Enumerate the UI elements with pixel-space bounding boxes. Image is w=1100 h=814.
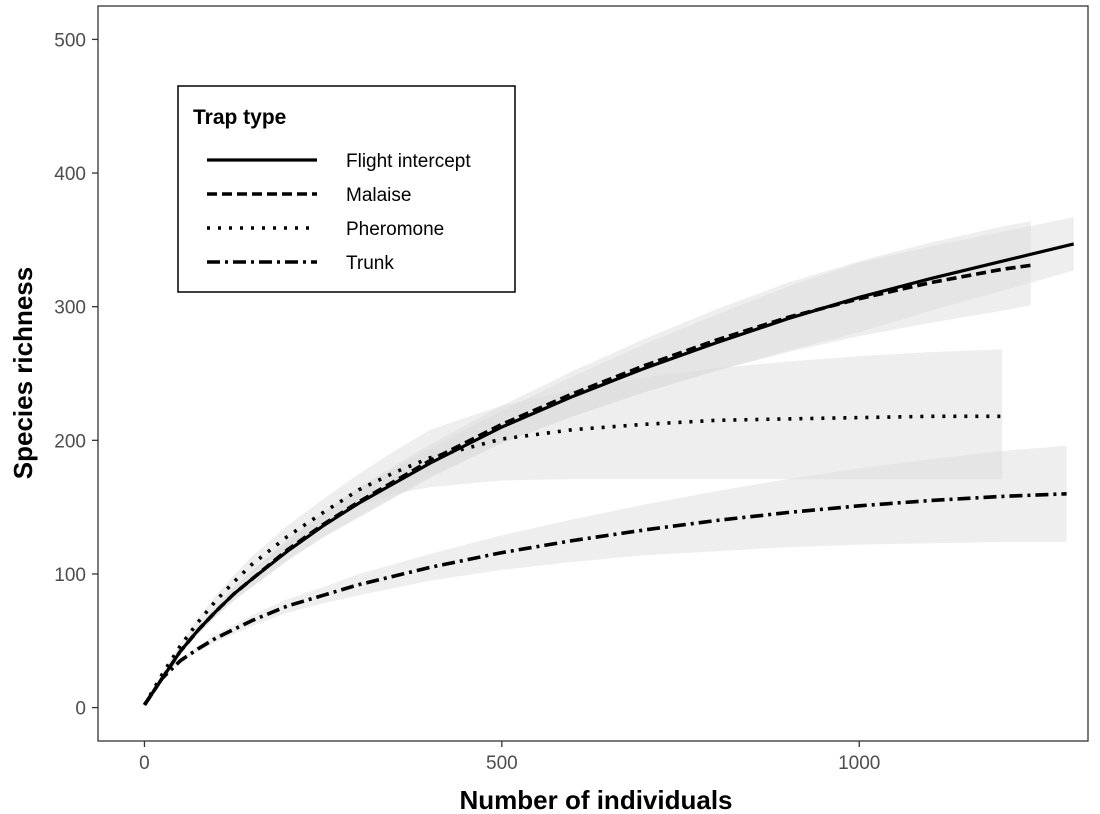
legend-label-flight-intercept: Flight intercept — [346, 151, 471, 172]
y-axis-title: Species richness — [8, 267, 38, 479]
ribbon-malaise — [144, 221, 1031, 705]
y-axis: 0 100 200 300 400 500 — [54, 30, 98, 720]
legend-items: Flight intercept Malaise Pheromone Trunk — [207, 151, 471, 274]
plot-panel-border — [97, 5, 1089, 742]
y-tick-label-300: 300 — [54, 298, 86, 319]
legend-box — [177, 85, 516, 293]
legend-label-malaise: Malaise — [346, 185, 411, 206]
y-tick-label-100: 100 — [54, 565, 86, 586]
x-tick-label-0: 0 — [139, 753, 150, 774]
legend: Trap type Flight intercept Malaise Pheromo… — [177, 85, 516, 293]
x-tick-label-1000: 1000 — [838, 753, 880, 774]
series-lines — [142, 242, 1075, 706]
legend-label-pheromone: Pheromone — [346, 219, 444, 240]
ribbon-pheromone — [144, 349, 1003, 705]
line-trunk — [143, 492, 1067, 706]
line-malaise — [143, 263, 1032, 706]
y-tick-label-400: 400 — [54, 164, 86, 185]
y-tick-label-500: 500 — [54, 30, 86, 51]
y-tick-label-0: 0 — [75, 699, 86, 720]
legend-label-trunk: Trunk — [346, 253, 394, 274]
legend-title: Trap type — [193, 106, 286, 129]
x-axis: 0 500 1000 — [139, 741, 880, 774]
x-tick-label-500: 500 — [486, 753, 518, 774]
y-tick-label-200: 200 — [54, 431, 86, 452]
ribbon-trunk — [144, 445, 1067, 705]
x-axis-title: Number of individuals — [459, 785, 732, 814]
